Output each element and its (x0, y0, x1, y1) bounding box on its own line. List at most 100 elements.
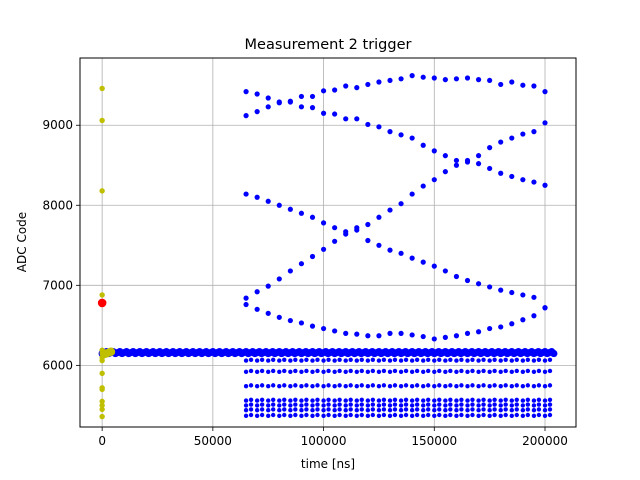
band-point (266, 407, 271, 413)
band-point (266, 383, 271, 389)
band-point (254, 407, 260, 413)
curve-point (398, 201, 404, 207)
band-point (348, 357, 353, 362)
curve-point (343, 330, 349, 336)
band-point (437, 402, 442, 407)
band-point (421, 369, 426, 374)
curve-point (376, 333, 382, 339)
band-point (326, 368, 331, 374)
band-point (266, 403, 271, 408)
curve-point (309, 323, 316, 329)
curve-point (332, 87, 338, 93)
band-point (403, 402, 409, 407)
band-point (304, 407, 309, 412)
band-point (348, 407, 353, 412)
curve-point (387, 330, 393, 336)
band-point (525, 357, 531, 362)
band-point (310, 369, 315, 374)
band-point (270, 412, 276, 418)
band-point (492, 383, 497, 388)
curve-point (354, 225, 360, 231)
curve-point (243, 113, 249, 119)
band-point (403, 368, 409, 374)
curve-point (332, 225, 338, 231)
band-point (403, 397, 409, 402)
band-point (414, 357, 420, 362)
band-point (398, 398, 404, 403)
curve-point (343, 83, 349, 89)
curve-point (487, 284, 493, 290)
band-point (443, 383, 448, 389)
x-tick-label: 100000 (301, 434, 347, 448)
band-point (470, 368, 475, 374)
band-point (398, 383, 404, 389)
band-point (409, 413, 415, 418)
band-point (359, 407, 364, 412)
curve-point (376, 124, 382, 130)
band-point (282, 383, 287, 388)
band-point (454, 407, 459, 413)
band-point (514, 368, 519, 374)
band-point (481, 357, 486, 362)
curve-point (287, 206, 293, 212)
y-axis-ticks: 6000 7000 8000 9000 (42, 118, 80, 372)
curve-point (265, 104, 271, 110)
x-axis-label: time [ns] (301, 457, 355, 471)
curve-point (475, 77, 482, 83)
band-point (425, 383, 431, 388)
band-point (392, 397, 398, 402)
band-point (321, 403, 326, 408)
band-point (343, 369, 348, 374)
band-point (498, 407, 503, 413)
band-point (392, 383, 398, 388)
band-point (520, 369, 526, 374)
curve-point (298, 93, 305, 100)
band-point (288, 407, 293, 413)
curve-point (464, 75, 471, 81)
band-point (547, 402, 553, 407)
band-point (288, 398, 293, 403)
yellow-point (99, 357, 105, 364)
band-point (398, 403, 404, 408)
curve-point (309, 253, 316, 260)
x-tick-label: 200000 (522, 434, 568, 448)
curve-point (520, 177, 526, 183)
band-point (459, 357, 464, 362)
band-point (282, 397, 287, 402)
band-point (531, 398, 537, 403)
band-point (392, 412, 398, 418)
band-point (381, 357, 387, 362)
band-point (277, 413, 282, 418)
band-point (476, 403, 481, 408)
band-point (465, 383, 470, 389)
band-point (454, 383, 459, 389)
yellow-point (99, 406, 105, 413)
band-point (547, 383, 553, 388)
band-point (243, 358, 249, 363)
band-point (310, 358, 315, 363)
band-point (421, 413, 426, 418)
curve-point (398, 250, 404, 256)
band-point (392, 368, 398, 374)
band-point (304, 368, 309, 374)
band-point (348, 402, 353, 407)
curve-point (320, 110, 327, 116)
band-point (370, 412, 376, 418)
band-point (259, 402, 265, 407)
band-point (288, 403, 293, 408)
band-point (476, 358, 481, 363)
band-point (531, 403, 537, 408)
curve-point (453, 162, 460, 168)
band-point (321, 413, 326, 418)
band-point (299, 369, 304, 374)
band-point (248, 383, 254, 388)
band-point (248, 368, 254, 374)
band-point (326, 383, 331, 388)
band-point (332, 358, 337, 363)
curve-point (365, 221, 371, 228)
band-point (277, 403, 282, 408)
band-point (277, 398, 282, 403)
band-point (448, 397, 453, 402)
curve-point (475, 153, 482, 159)
band-point (293, 368, 298, 374)
